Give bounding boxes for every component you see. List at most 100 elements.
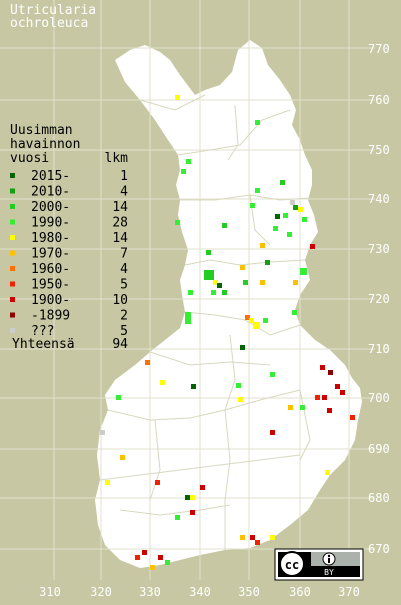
observation-marker (328, 370, 333, 375)
observation-marker (287, 232, 292, 237)
legend-count-value: 28 (112, 216, 128, 231)
observation-marker (190, 495, 195, 500)
observation-marker (263, 318, 268, 323)
legend-swatch (10, 204, 15, 209)
map-title: Utricularia ochroleuca (10, 3, 96, 31)
title-line-2: ochroleuca (10, 16, 88, 31)
observation-marker (206, 250, 211, 255)
observation-marker (283, 213, 288, 218)
legend-year-label: 2015- (31, 169, 70, 184)
legend-swatch (10, 297, 15, 302)
observation-marker (158, 555, 163, 560)
legend-count-value: 5 (120, 324, 128, 339)
legend-swatch (10, 312, 15, 318)
observation-marker (200, 485, 205, 490)
observation-marker (300, 268, 307, 275)
observation-marker (185, 312, 191, 324)
cc-icon-label: cc (285, 558, 299, 572)
observation-marker (105, 480, 110, 485)
observation-marker (293, 280, 298, 285)
observation-marker (340, 390, 345, 395)
legend-year-label: 1990- (31, 216, 70, 231)
grid-lines (0, 0, 375, 580)
x-tick-370: 370 (338, 585, 360, 599)
observation-marker (275, 214, 280, 219)
observation-marker (320, 365, 325, 370)
y-tick-760: 760 (368, 93, 390, 107)
observation-marker (270, 535, 275, 540)
y-tick-720: 720 (368, 292, 390, 306)
observation-marker (160, 380, 165, 385)
legend-count-value: 7 (120, 247, 128, 262)
y-tick-740: 740 (368, 192, 390, 206)
x-axis-labels: 310 320 330 340 350 360 370 (39, 585, 360, 599)
legend-count-value: 4 (120, 262, 128, 277)
y-tick-700: 700 (368, 391, 390, 405)
legend-swatch (10, 328, 15, 333)
observation-marker (240, 265, 245, 270)
legend-col-year: vuosi (10, 151, 49, 166)
x-tick-330: 330 (139, 585, 161, 599)
observation-marker (335, 384, 340, 389)
observation-marker (204, 270, 214, 280)
observation-marker (245, 315, 250, 320)
legend: Uusimman havainnon vuosi lkm 2015- 1 2010-… (10, 123, 128, 352)
legend-heading-2: havainnon (10, 137, 80, 152)
observation-marker (322, 395, 327, 400)
y-tick-670: 670 (368, 542, 390, 556)
observation-marker (240, 345, 245, 350)
observation-marker (175, 515, 180, 520)
cc-by-license-badge[interactable]: cc BY (274, 548, 364, 581)
legend-swatch (10, 173, 15, 178)
observation-marker (236, 383, 241, 388)
observation-markers (100, 95, 355, 570)
y-tick-770: 770 (368, 42, 390, 56)
observation-marker (243, 280, 248, 285)
observation-marker (255, 540, 260, 545)
legend-year-label: 1970- (31, 247, 70, 262)
legend-year-label: 2000- (31, 200, 70, 215)
observation-marker (273, 226, 278, 231)
observation-marker (181, 169, 186, 174)
observation-marker (300, 405, 305, 410)
legend-count-value: 1 (120, 169, 128, 184)
observation-marker (238, 397, 243, 402)
y-tick-690: 690 (368, 442, 390, 456)
legend-year-label: 1900- (31, 293, 70, 308)
legend-total-count: 94 (112, 337, 128, 352)
observation-marker (288, 405, 293, 410)
observation-marker (150, 565, 155, 570)
x-tick-340: 340 (189, 585, 211, 599)
observation-marker (217, 283, 222, 288)
observation-marker (260, 243, 265, 248)
observation-marker (265, 260, 270, 265)
legend-swatch (10, 250, 15, 256)
legend-year-label: ??? (31, 324, 54, 339)
observation-marker (120, 455, 125, 460)
legend-year-label: 2010- (31, 185, 70, 200)
observation-marker (190, 510, 195, 515)
title-line-1: Utricularia (10, 3, 96, 18)
legend-year-label: 1960- (31, 262, 70, 277)
observation-marker (298, 207, 303, 212)
legend-total-label: Yhteensä (12, 337, 75, 352)
x-tick-350: 350 (238, 585, 260, 599)
observation-marker (222, 223, 227, 228)
observation-marker (250, 203, 255, 208)
legend-count-value: 4 (120, 185, 128, 200)
observation-marker (222, 290, 227, 295)
observation-marker (116, 395, 121, 400)
legend-count-value: 14 (112, 200, 128, 215)
x-tick-310: 310 (39, 585, 61, 599)
observation-marker (270, 372, 275, 377)
observation-marker (100, 430, 105, 435)
y-axis-labels: 770 760 750 740 730 720 710 700 690 680 … (368, 42, 390, 556)
observation-marker (350, 415, 355, 420)
legend-count-value: 2 (120, 309, 128, 324)
observation-marker (249, 318, 254, 323)
y-tick-730: 730 (368, 242, 390, 256)
observation-marker (253, 322, 260, 329)
legend-year-label: -1899 (31, 309, 70, 324)
observation-marker (270, 430, 275, 435)
